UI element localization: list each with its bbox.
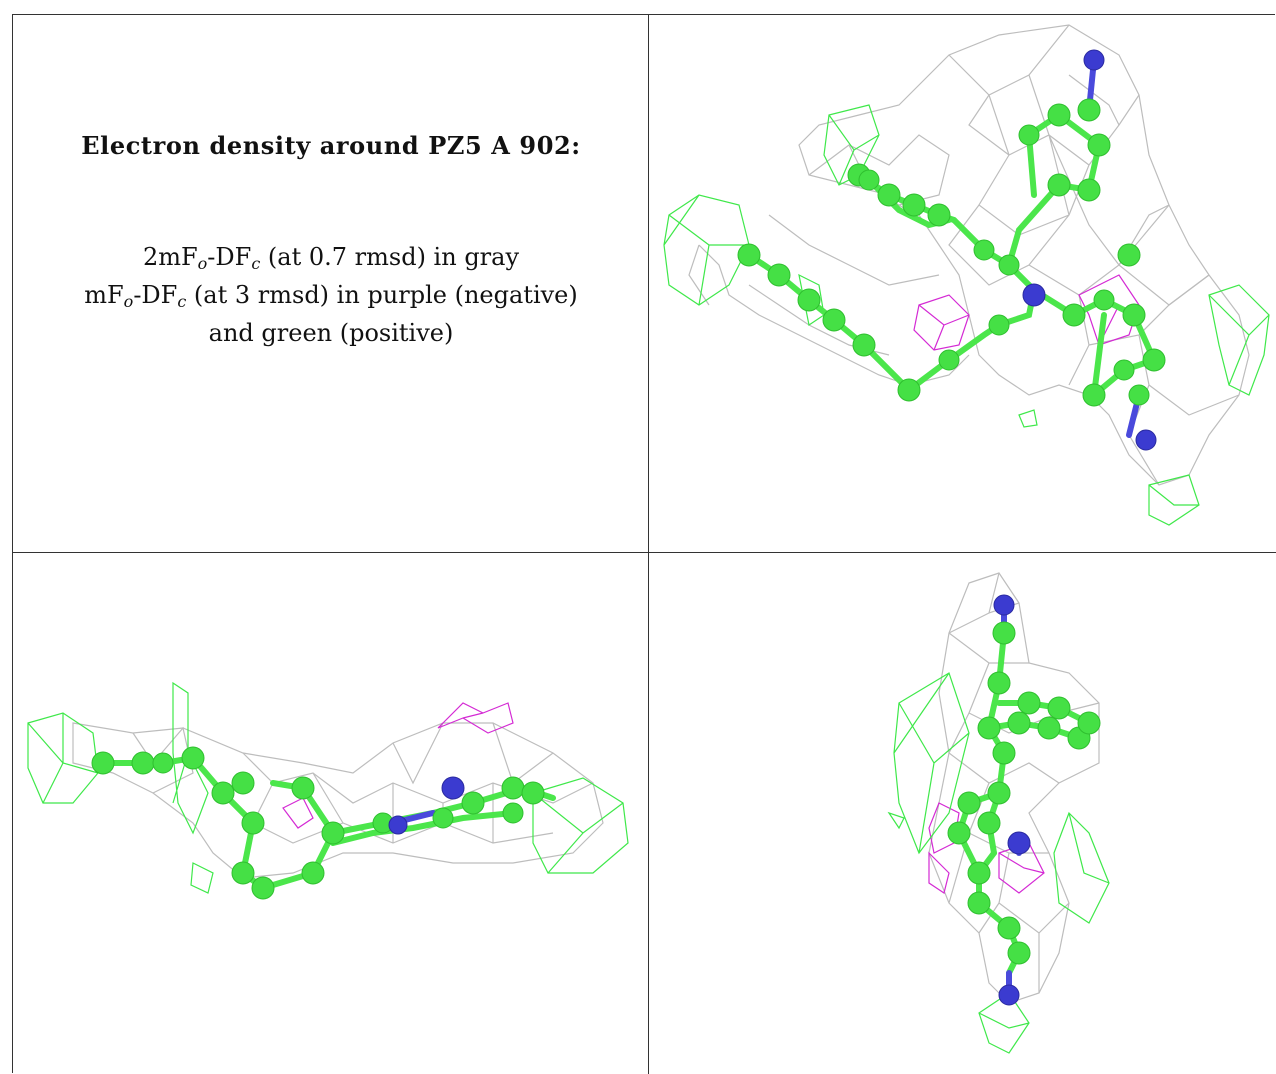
- ligand-atoms: [947, 594, 1101, 1006]
- caption-cell: Electron density around PZ5 A 902: 2mFo-…: [13, 15, 649, 553]
- density-view-2: [13, 553, 649, 1074]
- caption-title: Electron density around PZ5 A 902:: [81, 131, 581, 160]
- density-view-3: [649, 553, 1276, 1074]
- density-view-1: [649, 15, 1276, 553]
- density-render-1: [663, 24, 1270, 526]
- caption-line-2fofc: 2mFo-DFc (at 0.7 rmsd) in gray: [142, 243, 520, 273]
- gray-mesh: [688, 24, 1250, 486]
- green-mesh: [887, 672, 1110, 1054]
- gray-mesh: [928, 572, 1100, 1004]
- caption-lines: 2mFo-DFc (at 0.7 rmsd) in gray mFo-DFc (…: [13, 238, 649, 352]
- density-render-3: [887, 572, 1110, 1054]
- caption: Electron density around PZ5 A 902: 2mFo-…: [13, 131, 649, 352]
- ligand-atoms: [91, 746, 545, 900]
- purple-mesh: [282, 702, 514, 829]
- ligand-atoms: [737, 49, 1166, 451]
- density-render-2: [27, 681, 629, 900]
- figure-grid: Electron density around PZ5 A 902: 2mFo-…: [12, 14, 1276, 1074]
- gray-mesh: [72, 722, 604, 879]
- caption-line-positive: and green (positive): [208, 319, 454, 347]
- green-mesh: [663, 104, 1270, 526]
- caption-line-fofc: mFo-DFc (at 3 rmsd) in purple (negative): [84, 281, 578, 311]
